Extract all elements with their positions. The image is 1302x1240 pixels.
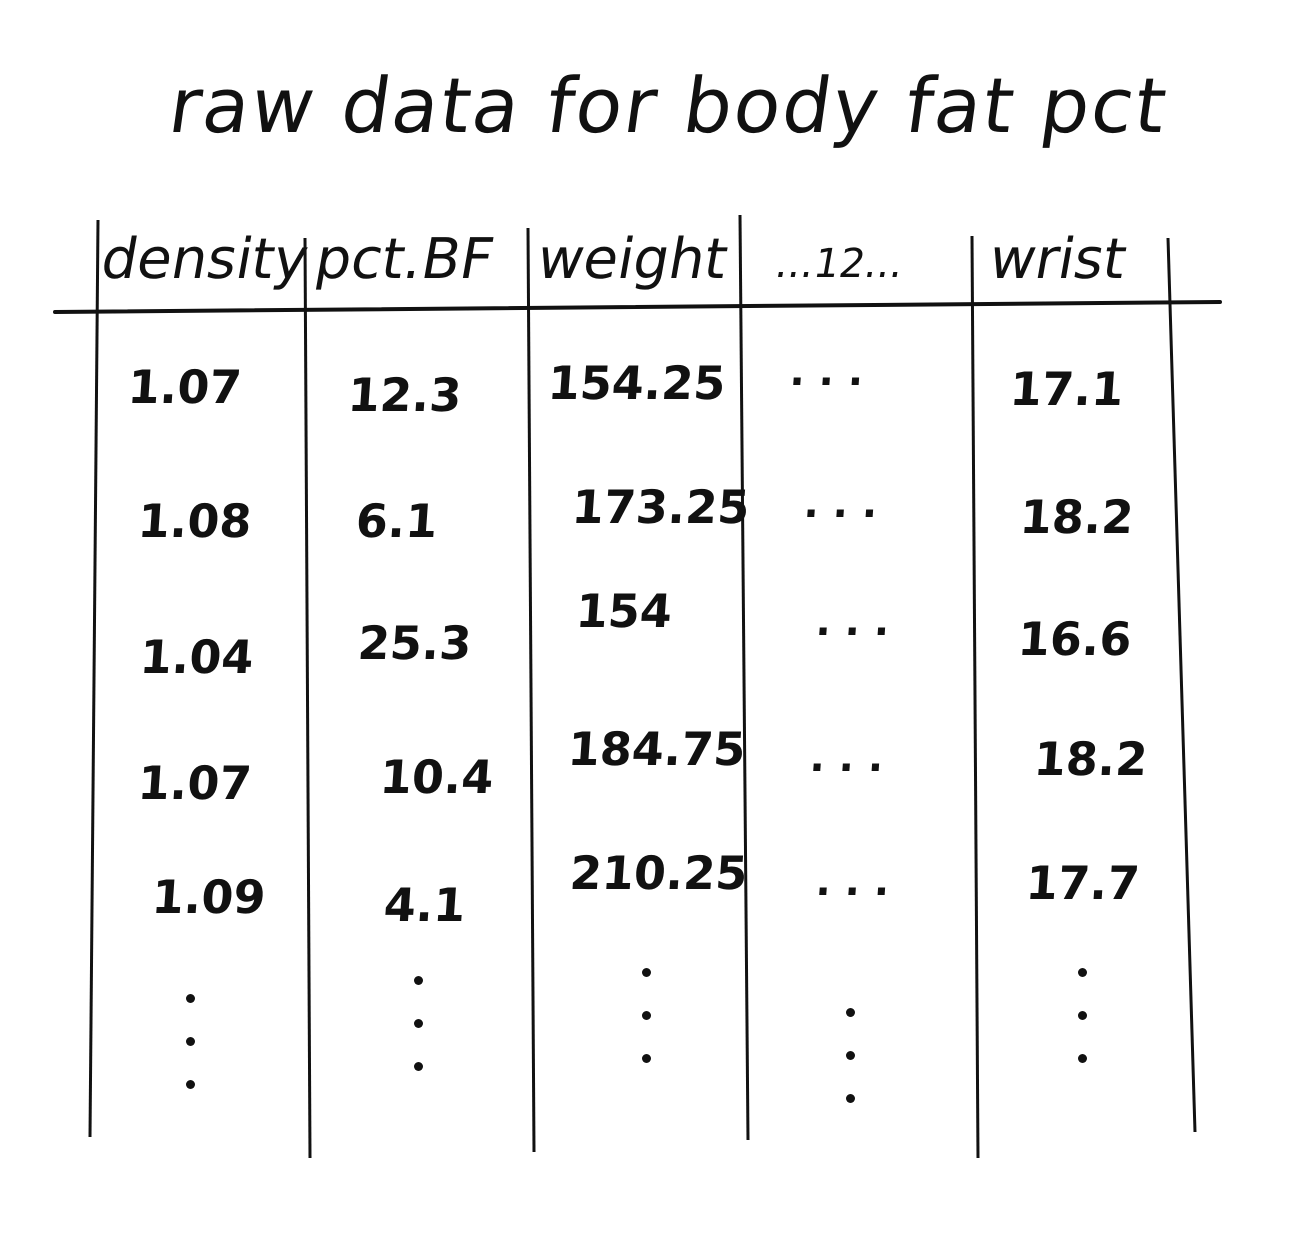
continuation-dots-wrist [1078, 968, 1098, 1097]
cell-density-4: 1.09 [150, 870, 268, 924]
cell-weight-4: 210.25 [568, 846, 750, 900]
cell-wrist-4: 17.7 [1024, 856, 1142, 910]
column-divider-4 [970, 235, 980, 1159]
continuation-dots-ellipsis [846, 1008, 866, 1137]
column-divider-0 [88, 219, 100, 1138]
page-title: raw data for body fat pct [163, 61, 1174, 150]
continuation-dots-weight [642, 968, 662, 1097]
cell-wrist-0: 17.1 [1008, 362, 1126, 416]
cell-density-2: 1.04 [138, 630, 256, 684]
header-weight: weight [532, 227, 733, 292]
cell-pct-bf-0: 12.3 [346, 368, 464, 422]
cell-weight-1: 173.25 [570, 480, 752, 534]
column-divider-5 [1166, 237, 1197, 1133]
cell-ellipsis-2: ... [814, 599, 906, 645]
cell-weight-2: 154 [574, 584, 674, 638]
header-12-columns: ...12... [771, 241, 908, 287]
continuation-dots-density [186, 994, 206, 1123]
cell-pct-bf-2: 25.3 [356, 616, 474, 670]
cell-weight-3: 184.75 [566, 722, 748, 776]
cell-wrist-2: 16.6 [1016, 612, 1134, 666]
header-density: density [96, 227, 314, 292]
header-underline [53, 300, 1222, 314]
continuation-dots-pct-bf [414, 976, 434, 1105]
cell-ellipsis-4: ... [814, 859, 906, 905]
cell-density-3: 1.07 [136, 756, 254, 810]
cell-weight-0: 154.25 [546, 356, 728, 410]
cell-density-1: 1.08 [136, 494, 254, 548]
cell-pct-bf-3: 10.4 [378, 750, 496, 804]
column-divider-2 [526, 227, 536, 1153]
cell-wrist-3: 18.2 [1032, 732, 1150, 786]
header-pct-bf: pct.BF [310, 227, 499, 292]
cell-wrist-1: 18.2 [1018, 490, 1136, 544]
cell-density-0: 1.07 [126, 360, 244, 414]
column-divider-1 [303, 237, 312, 1159]
header-wrist: wrist [984, 227, 1132, 292]
cell-ellipsis-0: ... [788, 349, 880, 395]
cell-pct-bf-1: 6.1 [354, 494, 440, 548]
cell-pct-bf-4: 4.1 [382, 878, 468, 932]
cell-ellipsis-3: ... [808, 735, 900, 781]
cell-ellipsis-1: ... [802, 481, 894, 527]
column-divider-3 [738, 214, 750, 1141]
